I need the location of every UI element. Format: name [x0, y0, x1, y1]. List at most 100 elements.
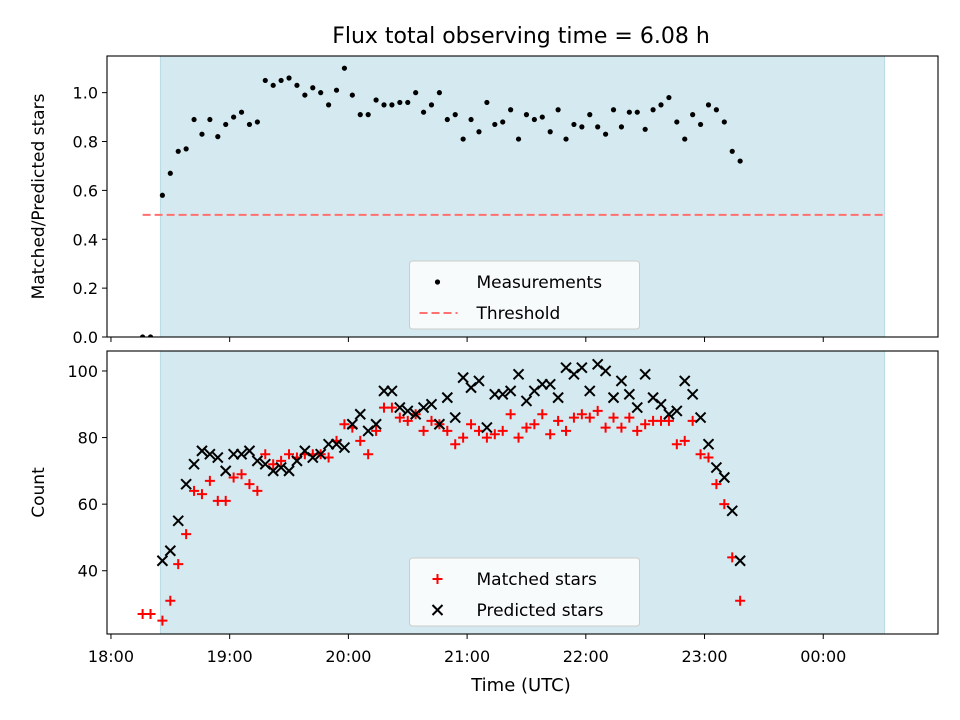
predicted-star-point	[599, 365, 612, 377]
legend-predicted-swatch	[431, 604, 444, 616]
measurement-point	[341, 65, 348, 71]
predicted-star-point	[243, 445, 256, 457]
predicted-star-point	[639, 368, 651, 381]
y-tick-label: 0.0	[73, 328, 98, 347]
measurement-point	[326, 102, 332, 108]
matched-star-point	[521, 422, 532, 433]
matched-star-point	[553, 415, 564, 426]
measurement-point	[207, 116, 213, 123]
predicted-star-point	[718, 471, 731, 484]
measurement-point	[666, 94, 672, 101]
matched-star-point	[458, 432, 469, 443]
measurement-point	[444, 116, 450, 123]
x-tick-label: 19:00	[207, 647, 253, 666]
predicted-star-point	[655, 398, 667, 410]
y-tick-label: 40	[78, 562, 98, 581]
legend: Matched stars Predicted stars	[409, 557, 640, 627]
measurement-point	[682, 136, 688, 142]
figure-title: Flux total observing time = 6.08 h	[332, 24, 710, 49]
measurement-point	[721, 119, 727, 125]
predicted-star-point	[607, 391, 620, 404]
matched-star-point	[442, 425, 453, 436]
measurement-point	[199, 131, 205, 137]
matched-star-point	[228, 472, 239, 483]
measurement-point	[159, 192, 165, 198]
predicted-star-point	[172, 515, 184, 527]
legend-label: Predicted stars	[477, 601, 604, 621]
measurement-point	[555, 107, 561, 113]
matched-star-point	[276, 455, 287, 466]
matched-star-point	[529, 419, 540, 430]
y-tick-label: 100	[67, 362, 98, 381]
measurement-point	[531, 116, 537, 123]
matched-star-point	[663, 415, 674, 426]
predicted-star-point	[623, 388, 636, 400]
matched-star-point	[513, 432, 524, 443]
predicted-star-point	[631, 401, 643, 414]
y-tick-label: 0.4	[73, 230, 98, 249]
predicted-star-point	[394, 401, 406, 414]
measurement-point	[547, 129, 553, 135]
measurement-point	[231, 114, 237, 120]
predicted-star-point	[497, 388, 509, 400]
matched-star-point	[671, 439, 682, 450]
measurement-point	[349, 92, 355, 98]
predicted-star-point	[702, 438, 715, 450]
measurement-point	[373, 97, 379, 103]
measurement-point	[183, 146, 189, 152]
predicted-star-point	[686, 388, 699, 400]
matched-star-point	[339, 419, 350, 430]
matched-star-point	[608, 412, 619, 423]
measurement-point	[140, 334, 146, 337]
measurement-point	[484, 99, 490, 106]
matched-star-point	[568, 412, 579, 423]
matched-star-point	[632, 425, 643, 436]
measurement-point	[523, 112, 530, 118]
predicted-star-point	[663, 408, 675, 420]
matched-star-point	[545, 429, 556, 440]
measurement-point	[365, 112, 371, 118]
matched-star-point	[719, 499, 730, 510]
predicted-star-point	[441, 391, 454, 404]
matched-star-point	[624, 412, 635, 423]
measurement-point	[642, 126, 648, 132]
y-tick-label: 0.8	[73, 133, 98, 152]
matched-star-point	[204, 475, 215, 486]
measurement-point	[294, 82, 300, 88]
measurement-point	[318, 90, 324, 96]
matched-star-point	[584, 412, 595, 423]
matched-star-point	[505, 409, 516, 420]
x-tick-label: 18:00	[88, 647, 134, 666]
matched-star-point	[196, 489, 207, 500]
predicted-star-point	[710, 461, 723, 474]
x-axis-label: Time (UTC)	[470, 675, 571, 696]
matched-star-point	[394, 412, 405, 423]
measurement-point	[587, 112, 593, 118]
data-points	[137, 358, 746, 626]
matched-star-point	[703, 452, 714, 463]
predicted-star-point	[734, 555, 746, 567]
predicted-star-point	[275, 461, 287, 474]
predicted-star-point	[433, 418, 446, 430]
matched-star-point	[640, 419, 651, 430]
measurement-point	[278, 77, 284, 84]
matched-star-point	[466, 419, 477, 430]
measurement-point	[436, 90, 442, 96]
measurement-point	[147, 334, 154, 337]
legend: Measurements Threshold	[409, 260, 640, 330]
predicted-star-point	[615, 375, 628, 387]
predicted-star-point	[354, 408, 366, 420]
predicted-star-point	[235, 448, 248, 460]
measurement-point	[286, 75, 292, 81]
legend-label: Matched stars	[477, 570, 597, 590]
measurement-point	[626, 109, 632, 115]
predicted-star-point	[402, 405, 414, 417]
matched-star-point	[252, 485, 263, 496]
predicted-star-point	[504, 385, 517, 397]
y-axis-label: Matched/Predicted stars	[29, 93, 49, 299]
legend-measurement-swatch	[434, 279, 441, 285]
predicted-star-point	[283, 465, 295, 477]
matched-star-point	[145, 609, 156, 620]
matched-star-point	[173, 559, 184, 570]
